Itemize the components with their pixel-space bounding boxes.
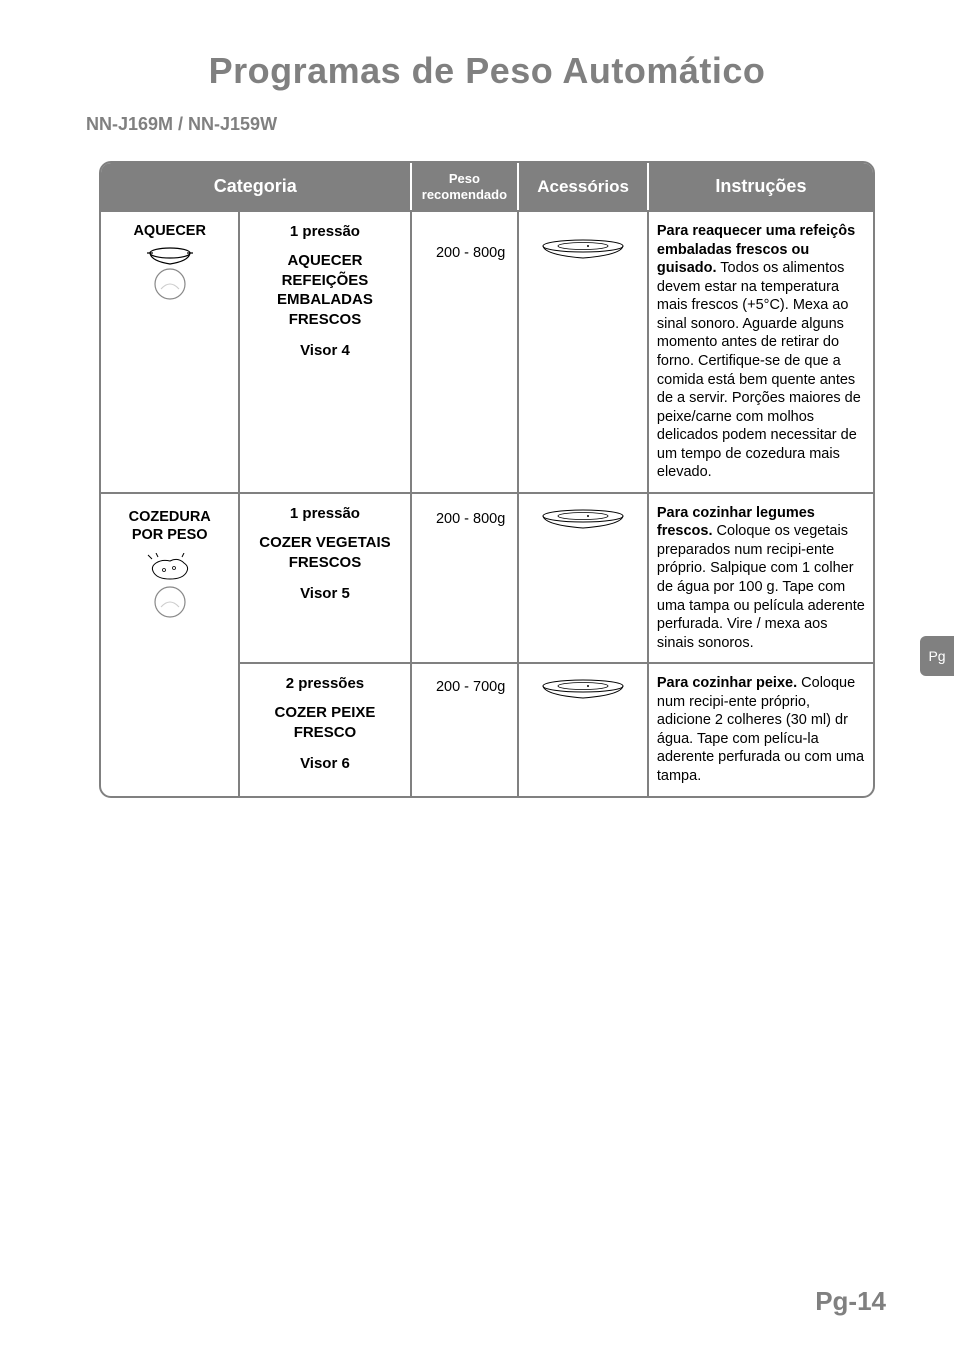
header-instrucoes: Instruções (649, 163, 873, 210)
table-row: COZEDURAPOR PESO 1 pressão COZER VEGETAI… (101, 492, 873, 662)
page-title: Programas de Peso Automático (80, 50, 894, 92)
table-row: AQUECER 1 pressão AQUECERREFEIÇÕESEMBALA… (101, 210, 873, 492)
header-peso: Peso recomendado (412, 163, 520, 210)
instructions-cell: Para cozinhar peixe. Coloque num recipi-… (649, 662, 873, 795)
press-count: 1 pressão (248, 504, 401, 523)
header-peso-line2: recomendado (422, 187, 507, 202)
program-cell: 1 pressão COZER VEGETAISFRESCOS Visor 5 (240, 492, 411, 662)
program-name: COZER VEGETAISFRESCOS (248, 533, 401, 572)
bowl-icon (147, 247, 193, 265)
model-number: NN-J169M / NN-J159W (86, 114, 894, 135)
instructions-cell: Para reaquecer uma refeiçôs embaladas fr… (649, 210, 873, 492)
category-cozedura: COZEDURAPOR PESO (101, 492, 240, 796)
category-label: COZEDURAPOR PESO (129, 509, 211, 544)
press-count: 2 pressões (248, 674, 401, 693)
dish-icon (540, 238, 626, 260)
circle-icon (153, 585, 187, 619)
weight-cell: 200 - 800g (412, 492, 520, 662)
instructions-cell: Para cozinhar legumes frescos. Coloque o… (649, 492, 873, 662)
header-peso-line1: Peso (449, 171, 480, 186)
program-cell: 1 pressão AQUECERREFEIÇÕESEMBALADASFRESC… (240, 210, 411, 492)
accessory-cell (519, 210, 649, 492)
header-categoria: Categoria (101, 163, 412, 210)
dish-icon (540, 678, 626, 700)
side-tab: Pg (920, 636, 954, 676)
program-name: AQUECERREFEIÇÕESEMBALADASFRESCOS (248, 251, 401, 329)
page-number: Pg-14 (815, 1286, 886, 1317)
accessory-cell (519, 662, 649, 795)
accessory-cell (519, 492, 649, 662)
visor-label: Visor 4 (248, 341, 401, 360)
weight-cell: 200 - 700g (412, 662, 520, 795)
press-count: 1 pressão (248, 222, 401, 241)
dish-icon (540, 508, 626, 530)
header-acessorios: Acessórios (519, 163, 649, 210)
instr-bold: Para cozinhar peixe. (657, 675, 797, 691)
program-name: COZER PEIXEFRESCO (248, 703, 401, 742)
instr-text: Coloque num recipi-ente próprio, adicion… (657, 675, 864, 784)
programs-table: Categoria Peso recomendado Acessórios In… (99, 161, 875, 798)
table-header-row: Categoria Peso recomendado Acessórios In… (101, 163, 873, 210)
visor-label: Visor 5 (248, 584, 401, 603)
vegetable-icon (146, 553, 194, 583)
circle-icon (153, 267, 187, 301)
weight-cell: 200 - 800g (412, 210, 520, 492)
visor-label: Visor 6 (248, 754, 401, 773)
program-cell: 2 pressões COZER PEIXEFRESCO Visor 6 (240, 662, 411, 795)
category-label: AQUECER (133, 223, 206, 239)
instr-text: Todos os alimentos devem estar na temper… (657, 260, 861, 480)
category-aquecer: AQUECER (101, 210, 240, 492)
instr-text: Coloque os vegetais preparados num recip… (657, 523, 865, 650)
